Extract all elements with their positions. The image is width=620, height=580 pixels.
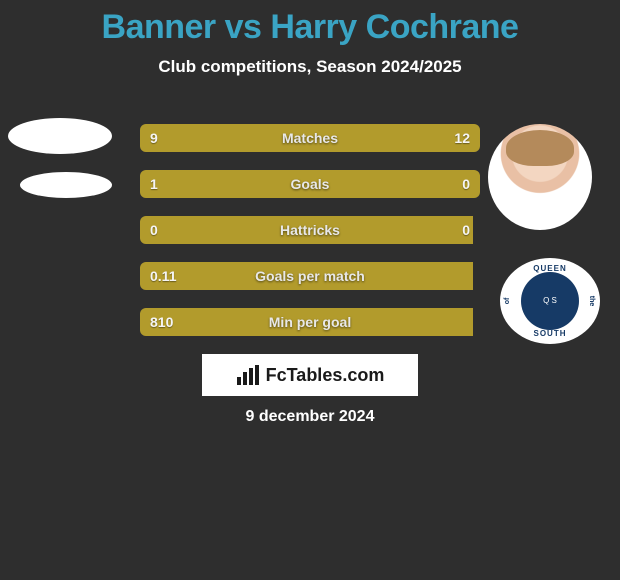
crest-text-right: the [587, 296, 594, 307]
stat-row: 10Goals [140, 170, 480, 198]
snapshot-date: 9 december 2024 [0, 408, 620, 426]
avatar-placeholder-shape [8, 118, 112, 154]
stat-right-value: 0 [462, 170, 470, 198]
crest-text-left: of [504, 298, 511, 305]
stat-left-value: 9 [150, 124, 158, 152]
crest-text-bottom: SOUTH [534, 329, 567, 338]
stat-left-value: 0.11 [150, 262, 176, 290]
avatar-placeholder-shape [20, 172, 112, 198]
stat-left-value: 0 [150, 216, 158, 244]
comparison-bars: 912Matches10Goals00Hattricks0.11Goals pe… [140, 124, 480, 354]
bar-left-fill [140, 308, 473, 336]
crest-center: Q S [543, 297, 557, 306]
stat-row: 0.11Goals per match [140, 262, 480, 290]
bar-left-fill [140, 216, 473, 244]
crest-inner: Q S [521, 272, 579, 330]
bar-left-fill [140, 124, 276, 152]
stat-row: 00Hattricks [140, 216, 480, 244]
page-subtitle: Club competitions, Season 2024/2025 [0, 57, 620, 77]
bar-left-fill [140, 262, 473, 290]
bar-left-fill [140, 170, 405, 198]
stat-right-value: 12 [454, 124, 470, 152]
stat-row: 912Matches [140, 124, 480, 152]
bars-icon [236, 365, 260, 385]
avatar-hair-shape [506, 130, 574, 166]
stat-left-value: 1 [150, 170, 158, 198]
branding-badge: FcTables.com [202, 354, 418, 396]
player-left-avatar [8, 118, 112, 198]
club-crest: QUEEN SOUTH of the Q S [500, 258, 600, 344]
player-right-avatar [488, 124, 592, 230]
stat-row: 810Min per goal [140, 308, 480, 336]
branding-text: FcTables.com [266, 365, 385, 386]
bar-right-fill [276, 124, 480, 152]
stat-right-value: 0 [462, 216, 470, 244]
page-title: Banner vs Harry Cochrane [0, 0, 620, 47]
stat-left-value: 810 [150, 308, 173, 336]
